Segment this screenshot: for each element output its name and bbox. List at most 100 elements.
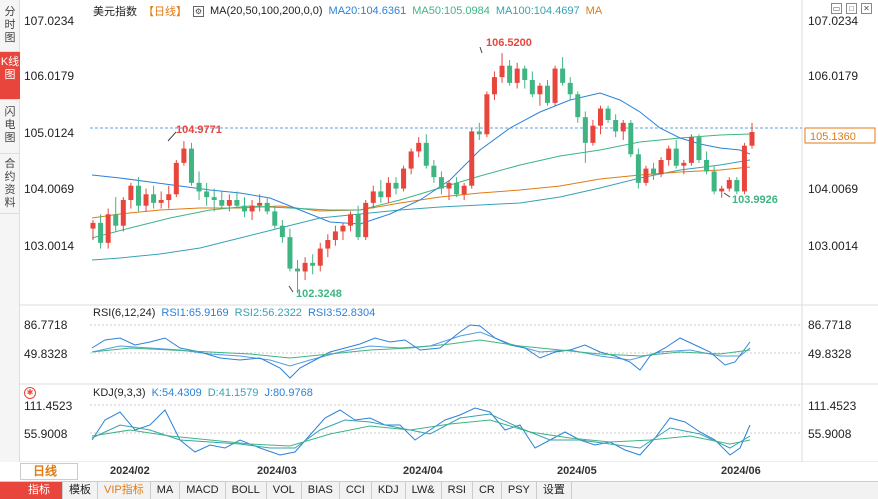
candle-body <box>620 122 626 132</box>
candle-body <box>408 151 414 169</box>
left-ytick-5: 103.0014 <box>24 239 75 253</box>
candle-body <box>279 225 285 238</box>
settings-icon[interactable]: ⚙ <box>193 5 204 17</box>
rsi-right-high: 86.7718 <box>808 318 852 332</box>
indicator-tab[interactable]: CCI <box>340 482 372 499</box>
indicator-tab[interactable]: BIAS <box>302 482 340 499</box>
indicator-tab[interactable]: MA <box>151 482 181 499</box>
candle-body <box>219 200 225 206</box>
kdj-j-value: J:80.9768 <box>264 387 313 399</box>
candle-body <box>643 168 649 183</box>
kdj-left-high: 111.4523 <box>24 399 73 413</box>
ytick-3: 104.0069 <box>808 182 859 196</box>
candle-body <box>734 180 740 192</box>
high-annotation: 106.5200 <box>486 37 532 49</box>
panel-frames <box>20 0 878 462</box>
rsi2-line <box>91 331 751 367</box>
close-icon[interactable]: ✕ <box>861 3 872 14</box>
indicator-tab-bar: 指标 模板 VIP指标 MA MACD BOLL VOL BIAS CCI KDJ LW& RSI CR… <box>0 481 878 499</box>
candle-body <box>158 200 164 203</box>
candle-body <box>651 168 657 175</box>
candle-body <box>696 137 702 160</box>
indicator-tab[interactable]: VIP指标 <box>98 482 151 499</box>
candle-body <box>719 188 725 192</box>
candle-body <box>454 182 460 195</box>
indicator-tab[interactable]: 指标 <box>0 482 63 499</box>
candle-body <box>355 214 361 238</box>
xlabel-apr: 2024/04 <box>403 465 443 477</box>
candle-body <box>681 162 687 166</box>
candle-body <box>476 131 482 135</box>
indicator-tab[interactable]: PSY <box>502 482 537 499</box>
candle-body <box>605 108 611 120</box>
candle-body <box>673 148 679 166</box>
rsi1-value: RSI1:65.9169 <box>161 307 229 319</box>
indicator-tab[interactable]: 模板 <box>63 482 98 499</box>
kdj-k-line <box>91 413 751 449</box>
candle-body <box>666 148 672 160</box>
rsi-label: RSI(6,12,24) <box>93 307 156 319</box>
indicator-tab[interactable]: VOL <box>267 482 302 499</box>
period-selector-button[interactable]: 日线 <box>20 463 78 480</box>
candle-body <box>128 185 134 200</box>
candle-body <box>287 237 293 269</box>
candle-body <box>522 68 528 80</box>
candle-body <box>385 182 391 198</box>
tab-kline[interactable]: K线图 <box>0 52 20 100</box>
candle-body <box>120 200 126 226</box>
candlestick-series <box>90 53 755 294</box>
kdj-right-mid: 55.9008 <box>808 427 852 441</box>
tab-timeshare[interactable]: 分时图 <box>0 0 20 52</box>
candle-body <box>431 165 437 178</box>
indicator-tab[interactable]: BOLL <box>226 482 267 499</box>
rsi-right-mid: 49.8328 <box>808 347 852 361</box>
rsi-left-mid: 49.8328 <box>24 347 68 361</box>
ma-extra: MA <box>585 5 603 17</box>
indicator-tab[interactable]: LW& <box>406 482 442 499</box>
tab-flash-chart[interactable]: 闪电图 <box>0 100 20 154</box>
candle-body <box>416 142 422 152</box>
candle-body <box>257 202 263 206</box>
candle-body <box>741 145 747 192</box>
candle-body <box>446 182 452 189</box>
ma50-value: MA50:105.0984 <box>412 5 490 17</box>
restore-icon[interactable]: ▭ <box>831 3 842 14</box>
indicator-tab[interactable]: KDJ <box>372 482 406 499</box>
kdj-settings-icon[interactable]: ✱ <box>24 387 36 399</box>
main-legend: 美元指数 【日线】 ⚙ MA(20,50,100,200,0,0) MA20:1… <box>93 3 602 19</box>
rsi2-value: RSI2:56.2322 <box>234 307 302 319</box>
indicator-tab[interactable]: MACD <box>180 482 226 499</box>
candle-body <box>711 171 717 192</box>
indicator-tab[interactable]: CR <box>473 482 502 499</box>
left-high-annotation: 104.9771 <box>176 124 222 136</box>
kdj-right-high: 111.4523 <box>808 399 857 413</box>
candle-body <box>211 197 217 200</box>
candle-body <box>529 80 535 95</box>
candle-body <box>658 160 664 175</box>
candle-body <box>234 200 240 206</box>
candle-body <box>98 222 104 243</box>
candle-body <box>196 182 202 192</box>
candle-body <box>310 262 316 266</box>
maximize-icon[interactable]: □ <box>846 3 857 14</box>
candle-body <box>272 211 278 226</box>
candle-body <box>537 85 543 95</box>
candle-body <box>582 117 588 143</box>
ma20-value: MA20:104.6361 <box>328 5 407 17</box>
candle-body <box>113 214 119 226</box>
period-label: 【日线】 <box>143 6 187 18</box>
tab-contract-info[interactable]: 合约资料 <box>0 154 20 214</box>
candle-body <box>105 214 111 243</box>
ma100-value: MA100:104.4697 <box>495 5 580 17</box>
rsi-panel <box>90 324 802 379</box>
candle-body <box>514 68 520 83</box>
chart-area[interactable]: 105.1360 106.5200 104.9771 102.3248 103.… <box>20 0 878 462</box>
candle-body <box>302 262 308 272</box>
indicator-tab[interactable]: RSI <box>442 482 473 499</box>
candle-body <box>628 122 634 155</box>
candle-body <box>340 225 346 232</box>
kdj-d-line <box>91 419 751 447</box>
ma-params: MA(20,50,100,200,0,0) <box>210 5 323 17</box>
candle-body <box>348 214 354 226</box>
indicator-tab[interactable]: 设置 <box>537 482 572 499</box>
